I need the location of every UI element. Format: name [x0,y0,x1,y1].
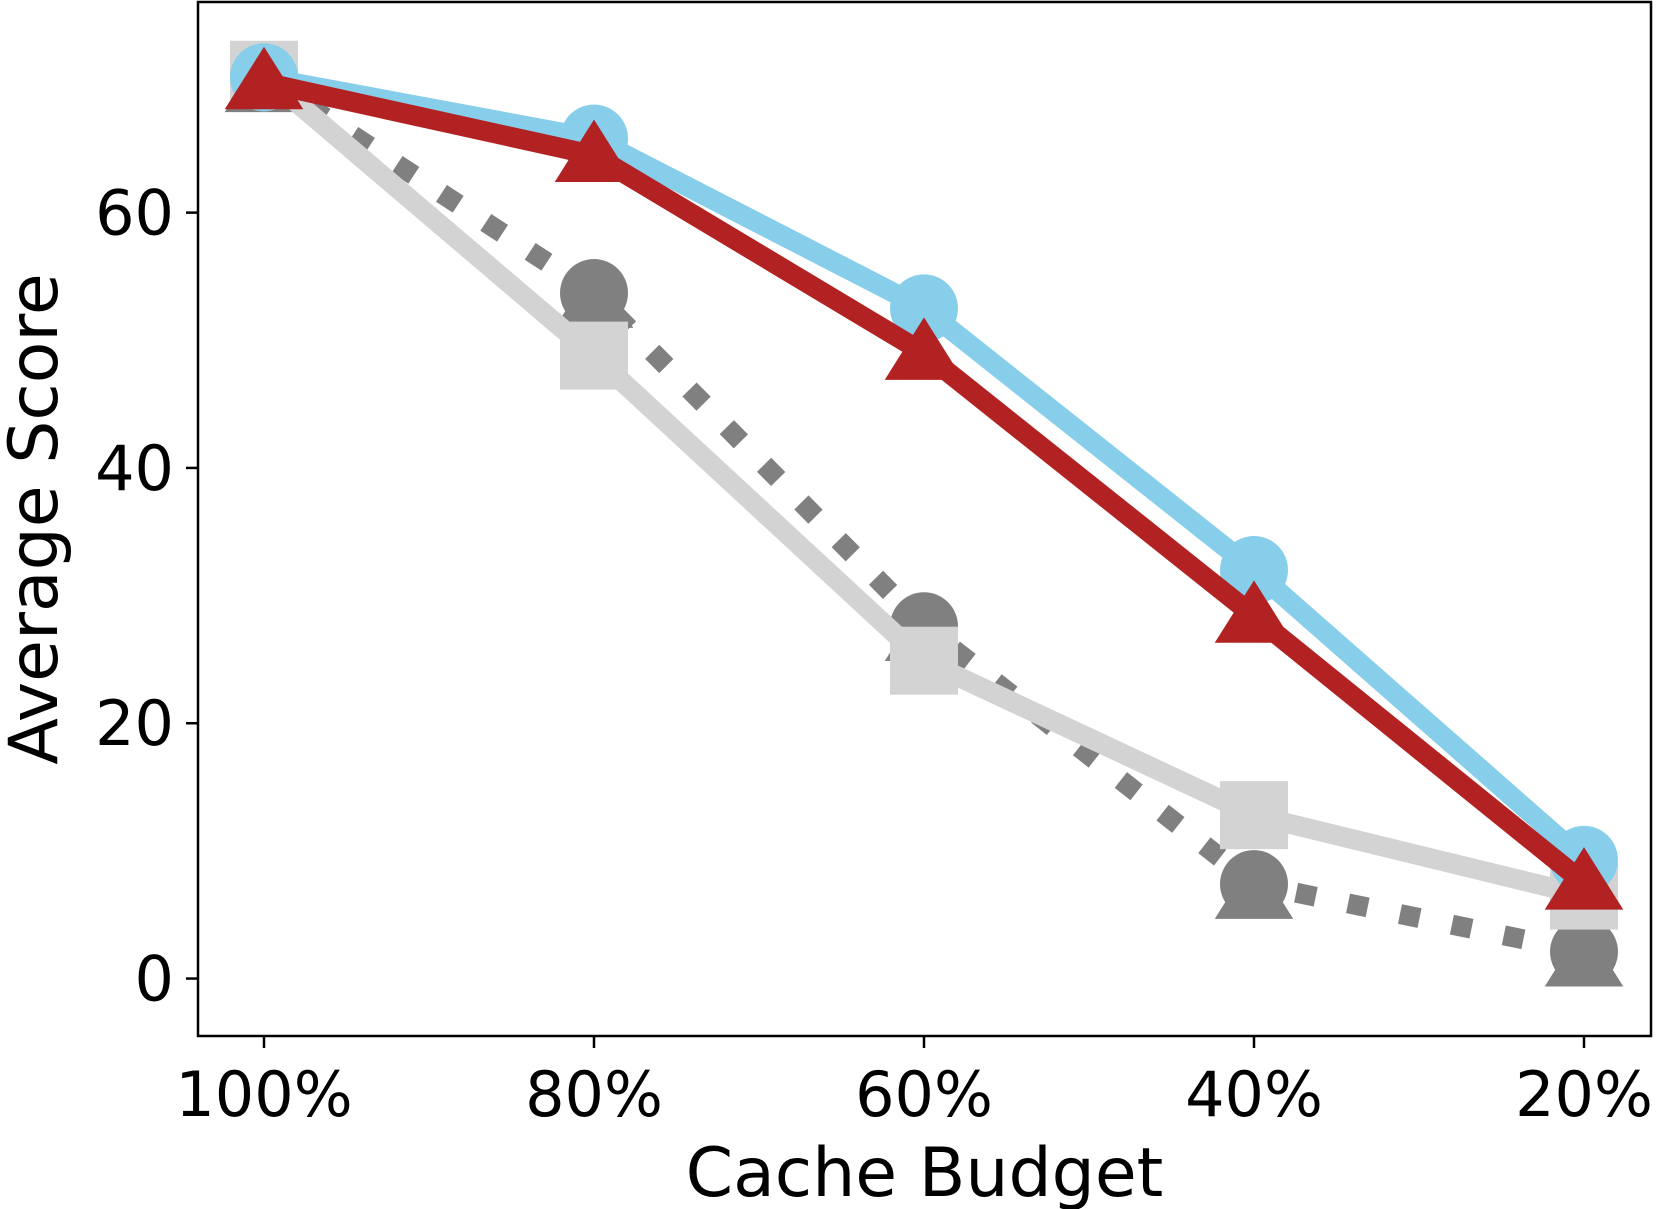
series-layer [224,40,1624,987]
y-axis: 0 20 40 60 [95,177,198,1016]
series-point [1544,847,1624,910]
series-point [890,626,958,695]
x-tick-label: 60% [855,1058,993,1131]
series-point [560,321,628,390]
series-1 [224,43,1624,987]
y-tick-label: 40 [95,432,174,505]
series-point [1220,850,1288,919]
series-point [884,317,964,380]
x-axis-title: Cache Budget [686,1134,1164,1209]
y-tick-label: 0 [135,943,174,1016]
series-point [1220,536,1288,605]
series-point [224,46,304,110]
x-tick-label: 80% [525,1058,663,1131]
series-point [554,119,634,182]
x-tick-label: 100% [175,1058,352,1131]
series-point [1220,781,1288,850]
series-point [1550,917,1618,986]
series-point [890,274,958,343]
y-tick-label: 20 [95,687,174,760]
series-point [1214,580,1294,643]
y-tick-label: 60 [95,177,174,250]
x-tick-label: 40% [1185,1058,1323,1131]
series-4 [224,46,1624,910]
series-point [560,259,628,328]
x-tick-label: 20% [1515,1058,1653,1131]
y-axis-title: Average Score [0,273,74,764]
x-axis: 100% 80% 60% 40% 20% [175,1036,1653,1131]
